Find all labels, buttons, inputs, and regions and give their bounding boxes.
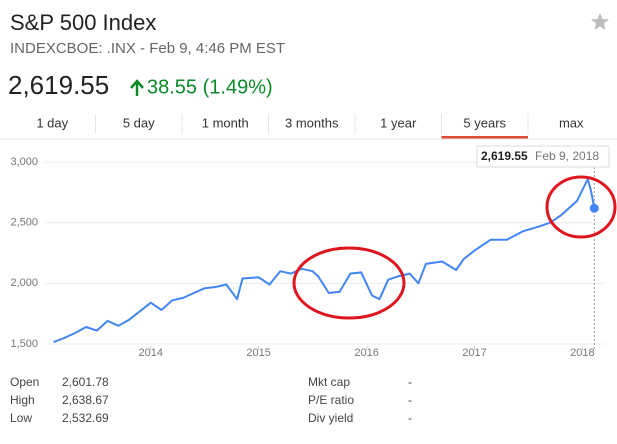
y-tick-label: 2,000: [10, 277, 38, 289]
star-icon[interactable]: [591, 13, 609, 30]
highlight-circle: [545, 175, 617, 239]
stat-value: -: [408, 411, 412, 425]
price: 2,619.55: [8, 70, 109, 100]
tab[interactable]: 5 day: [123, 115, 155, 130]
stat-label: Mkt cap: [308, 375, 350, 389]
tab-underline: [441, 136, 528, 139]
tooltip-box: [476, 145, 610, 168]
tab[interactable]: 1 month: [202, 115, 249, 130]
tab[interactable]: 3 months: [285, 115, 339, 130]
stat-value: 2,532.69: [62, 411, 109, 425]
stat-value: -: [408, 393, 412, 407]
x-tick-label: 2015: [246, 347, 270, 359]
stat-value: 2,601.78: [62, 375, 109, 389]
stat-label: High: [10, 393, 35, 407]
tab[interactable]: 1 year: [380, 115, 417, 130]
subtitle: INDEXCBOE: .INX - Feb 9, 4:46 PM EST: [10, 40, 285, 57]
up-arrow: [130, 79, 144, 96]
stats: Open 2,601.78 High 2,638.67 Low 2,532.69 Mkt c…: [10, 375, 412, 425]
end-point: [589, 203, 599, 213]
tab[interactable]: 5 years: [463, 115, 506, 130]
y-tick-label: 3,000: [10, 156, 38, 168]
stat-label: P/E ratio: [308, 393, 354, 407]
stat-value: -: [408, 375, 412, 389]
x-tick-label: 2018: [570, 347, 594, 359]
price-change: 38.55 (1.49%): [147, 76, 273, 98]
stat-label: Open: [10, 375, 39, 389]
y-tick-label: 1,500: [10, 338, 38, 350]
tab[interactable]: 1 day: [36, 115, 68, 130]
tabs: 1 day 5 day 1 month 3 months 1 year 5 years ma…: [36, 114, 584, 139]
stat-value: 2,638.67: [62, 393, 109, 407]
plot: 1,500 2,000 2,500 3,000 2014 2015 2016 2017 2018: [10, 156, 604, 359]
y-tick-label: 2,500: [10, 217, 38, 229]
tab[interactable]: max: [559, 115, 584, 130]
price-line: [53, 178, 596, 344]
x-tick-label: 2014: [139, 347, 163, 359]
highlight-circle: [292, 246, 406, 320]
title: S&P 500 Index: [10, 10, 156, 35]
tooltip-date: Feb 9, 2018: [535, 149, 599, 163]
x-tick-label: 2016: [354, 347, 378, 359]
stat-label: Low: [10, 411, 32, 425]
tooltip-value: 2,619.55: [481, 149, 528, 163]
stat-label: Div yield: [308, 411, 353, 425]
x-tick-label: 2017: [462, 347, 486, 359]
